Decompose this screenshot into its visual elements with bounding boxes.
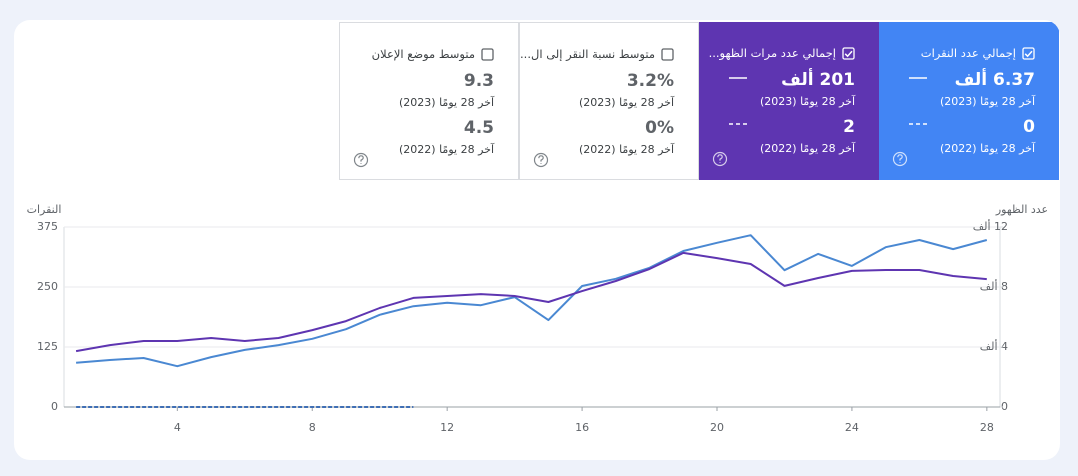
metric-period: آخر 28 يومًا (2022) [399, 143, 494, 156]
checkbox-check [1024, 50, 1033, 57]
y-tick-label: 0 [51, 400, 58, 413]
help-icon [533, 152, 549, 168]
metric-value: 9.3 [463, 71, 494, 91]
y2-tick-label: 4 ألف [980, 339, 1008, 353]
checkbox[interactable] [481, 47, 494, 61]
y-tick-label: 250 [37, 280, 58, 293]
checkbox[interactable] [842, 46, 855, 60]
metric-period: آخر 28 يومًا (2023) [399, 96, 494, 109]
metric-card[interactable]: متوسط موضع الإعلان 9.3 آخر 28 يومًا (2023)… [339, 22, 519, 180]
metric-card[interactable]: متوسط نسبة النقر إلى ال... 3.2% آخر 28 يوم… [519, 22, 699, 180]
metric-value: 201 ألف [781, 70, 855, 90]
series-line [76, 234, 988, 368]
metric-period: آخر 28 يومًا (2023) [760, 95, 855, 108]
card-title-text: إجمالي عدد النقرات [920, 46, 1016, 60]
metric-value: 4.5 [463, 118, 494, 138]
metric-value: 6.37 ألف [954, 70, 1035, 90]
checkbox-box [1022, 46, 1035, 60]
card-title-text: متوسط نسبة النقر إلى ال... [520, 47, 655, 61]
checkbox[interactable] [661, 47, 674, 61]
checkbox-box [661, 47, 674, 61]
x-tick-label: 28 [980, 421, 994, 434]
metric-value: 0 [1023, 117, 1035, 137]
chart: النقرات عدد الظهور 0 125 250 375 0 4 ألف 8 ألف… [27, 203, 1049, 434]
performance-panel: النقرات عدد الظهور 0 125 250 375 0 4 ألف 8 ألف… [14, 20, 1060, 460]
metric-period: آخر 28 يومًا (2023) [940, 95, 1035, 108]
x-tick-label: 16 [575, 421, 589, 434]
card-icons [533, 152, 549, 168]
metric-card[interactable]: إجمالي عدد مرات الظهو... 201 ألف آخر 28 يو… [699, 22, 879, 180]
help-icon [538, 155, 544, 164]
card-title-text: إجمالي عدد مرات الظهو... [708, 46, 836, 60]
metric-value: 2 [843, 117, 855, 137]
metric-card[interactable]: إجمالي عدد النقرات 6.37 ألف آخر 28 يومًا (… [879, 22, 1059, 180]
y2-tick-label: 12 ألف [973, 219, 1008, 233]
card-icons [353, 152, 369, 168]
card-title: متوسط موضع الإعلان [372, 47, 494, 61]
y2-tick-label: 8 ألف [980, 279, 1008, 293]
metric-period: آخر 28 يومًا (2022) [940, 142, 1035, 155]
help-icon [717, 154, 723, 163]
card-title: إجمالي عدد مرات الظهو... [709, 46, 855, 60]
help-icon [712, 151, 728, 167]
series-line [75, 251, 987, 353]
card-icons [712, 77, 747, 167]
card-icons [892, 77, 927, 167]
card-title: متوسط نسبة النقر إلى ال... [520, 47, 674, 61]
checkbox-check [844, 50, 853, 57]
checkbox-box [842, 46, 855, 60]
metric-value: 0% [645, 118, 674, 138]
y-tick-label: 375 [37, 220, 58, 233]
metric-period: آخر 28 يومًا (2022) [579, 143, 674, 156]
x-tick-label: 8 [309, 421, 316, 434]
help-icon [892, 151, 908, 167]
x-tick-label: 4 [174, 421, 181, 434]
y-axis-label: النقرات [27, 203, 62, 216]
x-tick-label: 12 [440, 421, 454, 434]
metric-period: آخر 28 يومًا (2023) [579, 96, 674, 109]
y2-tick-label: 0 [1001, 400, 1008, 413]
y2-axis-label: عدد الظهور [995, 203, 1048, 216]
checkbox-box [481, 47, 494, 61]
metric-value: 3.2% [626, 71, 674, 91]
x-tick-label: 20 [710, 421, 724, 434]
x-tick-label: 24 [845, 421, 859, 434]
y-tick-label: 125 [37, 340, 58, 353]
help-icon [358, 155, 364, 164]
card-title-text: متوسط موضع الإعلان [371, 47, 475, 61]
metric-period: آخر 28 يومًا (2022) [760, 142, 855, 155]
checkbox[interactable] [1022, 46, 1035, 60]
card-title: إجمالي عدد النقرات [921, 46, 1035, 60]
help-icon [897, 154, 903, 163]
help-icon [353, 152, 369, 168]
